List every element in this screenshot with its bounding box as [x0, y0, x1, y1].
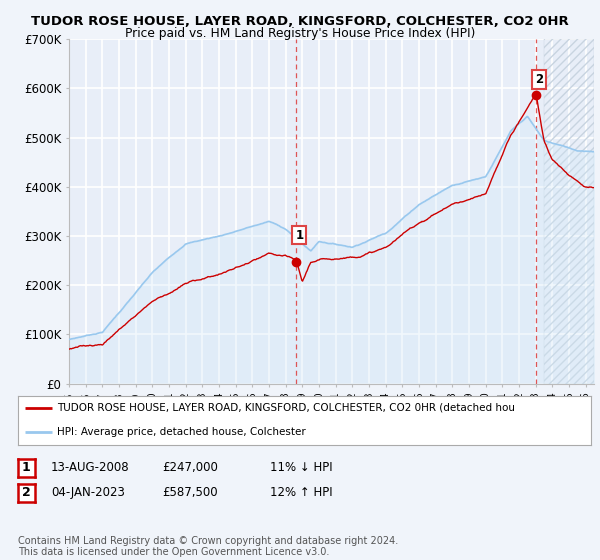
- Text: 12% ↑ HPI: 12% ↑ HPI: [270, 486, 332, 500]
- Text: 04-JAN-2023: 04-JAN-2023: [51, 486, 125, 500]
- Text: £587,500: £587,500: [162, 486, 218, 500]
- Text: Contains HM Land Registry data © Crown copyright and database right 2024.
This d: Contains HM Land Registry data © Crown c…: [18, 535, 398, 557]
- Bar: [544, 39, 594, 384]
- Text: TUDOR ROSE HOUSE, LAYER ROAD, KINGSFORD, COLCHESTER, CO2 0HR: TUDOR ROSE HOUSE, LAYER ROAD, KINGSFORD,…: [31, 15, 569, 27]
- Text: 1: 1: [295, 228, 304, 241]
- Text: Price paid vs. HM Land Registry's House Price Index (HPI): Price paid vs. HM Land Registry's House …: [125, 27, 475, 40]
- Text: 13-AUG-2008: 13-AUG-2008: [51, 461, 130, 474]
- Text: 1: 1: [22, 461, 31, 474]
- Text: 2: 2: [22, 486, 31, 500]
- Text: 2: 2: [535, 73, 544, 86]
- Text: HPI: Average price, detached house, Colchester: HPI: Average price, detached house, Colc…: [57, 427, 306, 437]
- Text: 11% ↓ HPI: 11% ↓ HPI: [270, 461, 332, 474]
- Text: £247,000: £247,000: [162, 461, 218, 474]
- Text: TUDOR ROSE HOUSE, LAYER ROAD, KINGSFORD, COLCHESTER, CO2 0HR (detached hou: TUDOR ROSE HOUSE, LAYER ROAD, KINGSFORD,…: [57, 403, 515, 413]
